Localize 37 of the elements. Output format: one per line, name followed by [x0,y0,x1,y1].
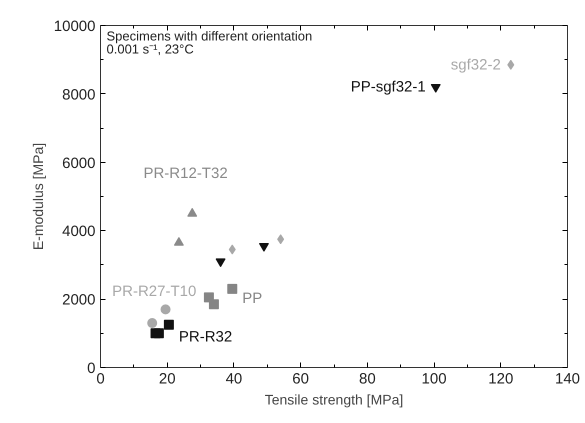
series-label: PR-R27-T10 [112,282,196,300]
annotation: 0.001 s⁻¹, 23°C [106,42,194,56]
x-tick-label: 120 [488,370,514,388]
text: PR-R12-T32 [143,165,228,182]
x-tick-label: 140 [554,370,580,388]
point [164,320,174,330]
y-tick-label: 8000 [62,86,96,104]
x-tick-label: 60 [292,370,309,388]
series-label: PP-sgf32-1 [350,78,426,96]
x-tick-label: 20 [158,370,176,388]
series-label: PP [242,290,262,308]
y-tick-label: 6000 [62,154,96,172]
point [227,284,238,294]
annotation: Specimens with different orientation [106,28,312,44]
x-axis-title: Tensile strength [MPa] [264,392,404,408]
x-tick-label: 100 [422,370,447,388]
y-tick-label: 10000 [54,18,96,35]
point [147,318,158,328]
point [507,60,514,70]
point [160,304,171,314]
series-label: sgf32-2 [450,56,501,74]
y-tick-label: 0 [87,360,96,377]
point [216,258,226,268]
point [208,299,219,310]
y-tick-label: 4000 [62,223,96,240]
y-tick-label: 2000 [62,292,96,309]
point [174,236,184,246]
point [258,242,269,252]
y-axis-title: E-modulus [MPa] [30,142,46,250]
x-tick-label: 40 [226,370,242,388]
point [154,328,164,338]
x-tick-label: 80 [359,370,376,388]
point [228,244,236,255]
point [277,234,284,244]
point [430,84,441,93]
point [187,208,198,217]
series-label: PR-R32 [178,328,232,346]
